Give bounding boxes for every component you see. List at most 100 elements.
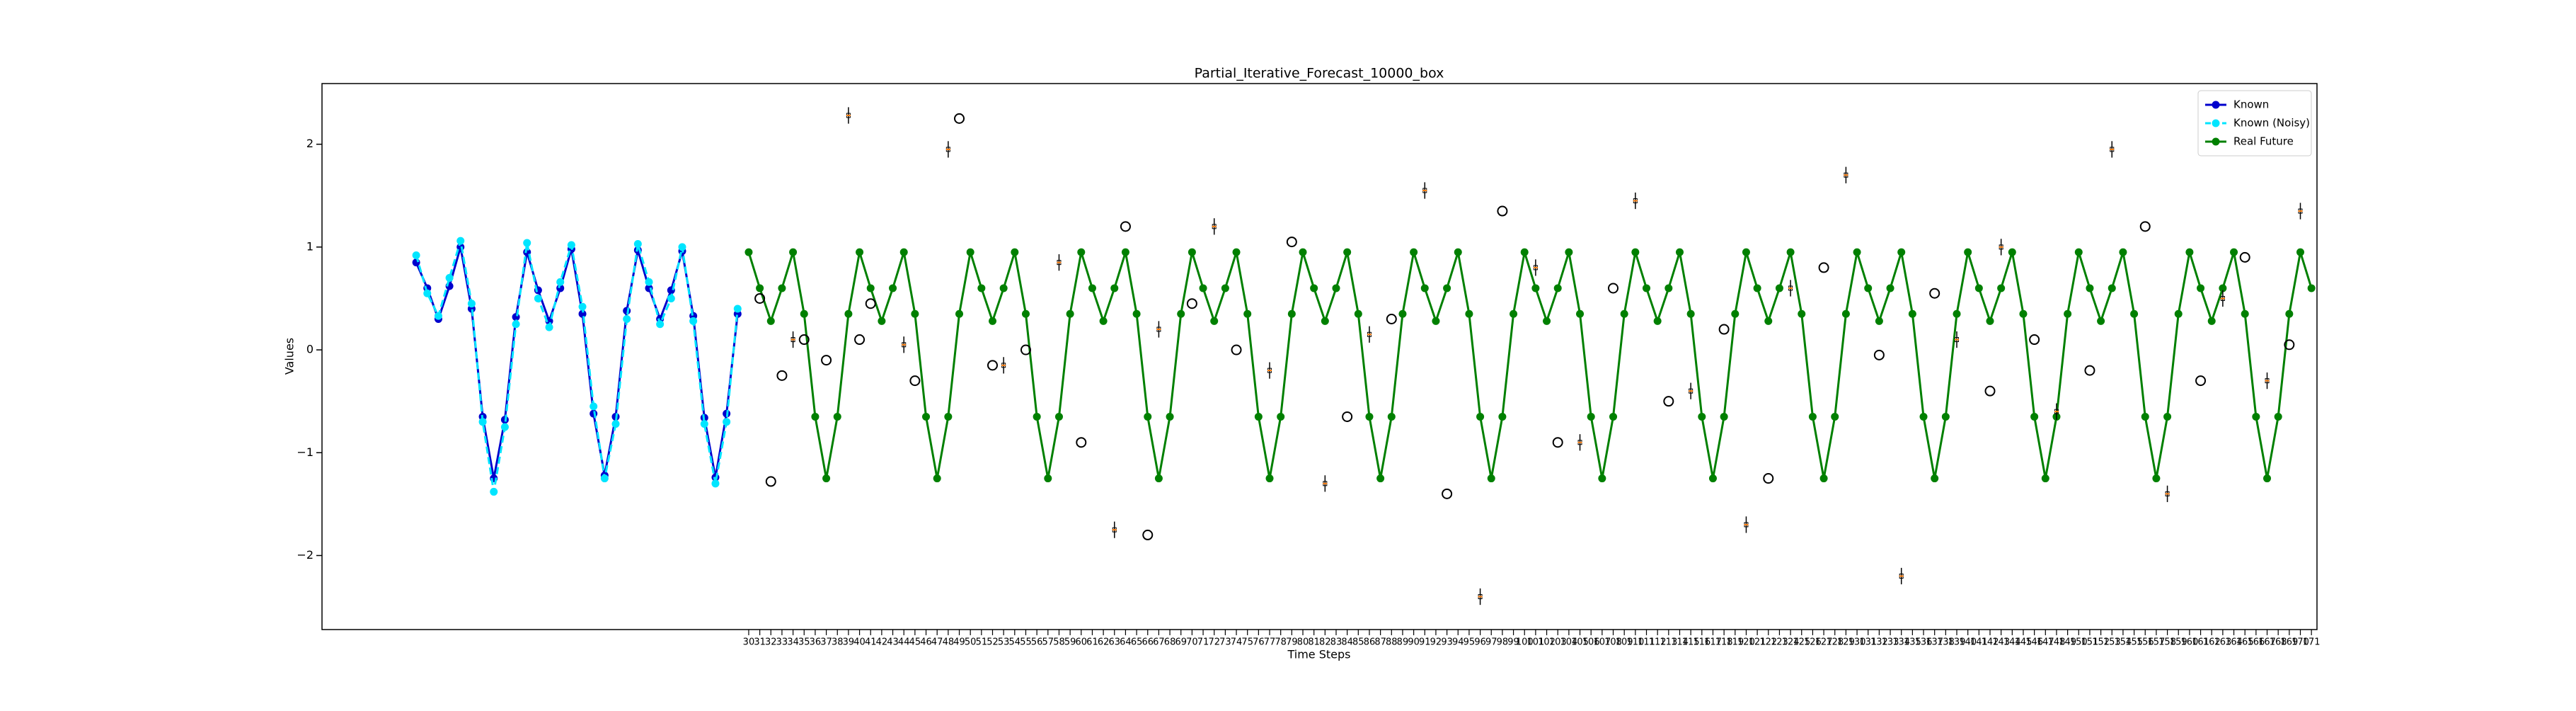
series-marker: [623, 315, 631, 324]
series-marker: [2019, 309, 2028, 318]
x-tick-label: 108: [1604, 637, 1622, 648]
x-tick-label: 56: [1031, 637, 1043, 648]
series-marker: [1919, 412, 1928, 421]
series-marker: [1099, 317, 1108, 325]
x-tick-label: 146: [2025, 637, 2043, 648]
outlier: [1076, 437, 1087, 448]
x-tick-label: 71: [1197, 637, 1209, 648]
series-marker: [2064, 309, 2072, 318]
series-marker: [789, 248, 798, 256]
x-tick-label: 117: [1704, 637, 1722, 648]
series-marker: [645, 278, 653, 286]
series-marker: [1420, 284, 1429, 292]
series-marker: [1620, 309, 1628, 318]
x-tick-label: 139: [1948, 637, 1966, 648]
series-marker: [1831, 412, 1839, 421]
series-marker: [434, 312, 442, 320]
x-tick-label: 130: [1848, 637, 1866, 648]
series-marker: [467, 300, 476, 308]
axes-frame: [321, 83, 2318, 630]
x-tick-label: 76: [1253, 637, 1265, 648]
series-marker: [600, 474, 609, 483]
series-marker: [1931, 474, 1939, 483]
outlier: [2195, 375, 2207, 387]
series-marker: [456, 237, 465, 245]
x-tick-label: 125: [1793, 637, 1810, 648]
x-tick-label: 124: [1782, 637, 1800, 648]
x-tick-label: 62: [1098, 637, 1110, 648]
series-marker: [1121, 248, 1129, 256]
x-tick-label: 168: [2270, 637, 2287, 648]
x-tick-label: 84: [1341, 637, 1353, 648]
x-tick-label: 102: [1538, 637, 1556, 648]
x-tick-label: 43: [887, 637, 899, 648]
x-tick-label: 100: [1516, 637, 1534, 648]
x-tick-label: 170: [2292, 637, 2309, 648]
series-marker: [899, 248, 908, 256]
outlier: [1442, 488, 1453, 499]
x-tick-label: 115: [1682, 637, 1700, 648]
x-tick-label: 48: [943, 637, 955, 648]
x-tick-label: 148: [2048, 637, 2066, 648]
series-marker: [1232, 248, 1241, 256]
series-marker: [711, 479, 720, 488]
x-tick-label: 96: [1474, 637, 1486, 648]
series-marker: [1565, 248, 1573, 256]
x-tick-label: 134: [1892, 637, 1910, 648]
series-marker: [944, 412, 953, 421]
series-marker: [1077, 248, 1086, 256]
outlier: [776, 370, 788, 381]
x-tick-label: 147: [2037, 637, 2054, 648]
x-tick-label: 38: [832, 637, 844, 648]
x-tick-label: 55: [1020, 637, 1032, 648]
x-tick-label: 135: [1904, 637, 1921, 648]
series-marker: [2141, 412, 2149, 421]
x-tick-label: 82: [1319, 637, 1331, 648]
outlier: [909, 375, 921, 387]
outlier: [1608, 283, 1619, 294]
series-marker: [1731, 309, 1740, 318]
series-marker: [778, 284, 786, 292]
series-marker: [1487, 474, 1495, 483]
series-marker: [1875, 317, 1883, 325]
series-line: [415, 240, 739, 492]
x-tick-label: 75: [1241, 637, 1253, 648]
outlier: [2029, 334, 2040, 346]
x-tick-label: 79: [1286, 637, 1298, 648]
series-marker: [1354, 309, 1362, 318]
series-marker: [1498, 412, 1507, 421]
series-marker: [1265, 474, 1274, 483]
series-marker: [1786, 248, 1795, 256]
series-marker: [922, 412, 931, 421]
series-marker: [2174, 309, 2183, 318]
x-tick-label: 65: [1131, 637, 1143, 648]
series-marker: [2296, 248, 2305, 256]
x-tick-label: 145: [2015, 637, 2032, 648]
series-marker: [2274, 412, 2282, 421]
x-tick-label: 95: [1464, 637, 1476, 648]
series-marker: [667, 294, 675, 302]
outlier: [1718, 324, 1730, 335]
x-tick-label: 109: [1616, 637, 1633, 648]
x-tick-label: 133: [1882, 637, 1899, 648]
series-marker: [1531, 284, 1540, 292]
series-marker: [500, 423, 509, 431]
outlier: [1386, 314, 1397, 325]
x-tick-label: 51: [976, 637, 988, 648]
series-marker: [2030, 412, 2039, 421]
series-marker: [1044, 474, 1052, 483]
chart-title: Partial_Iterative_Forecast_10000_box: [1195, 66, 1444, 81]
outlier: [2139, 221, 2151, 232]
series-marker: [1144, 412, 1152, 421]
series-marker: [1631, 248, 1640, 256]
x-tick-label: 92: [1430, 637, 1442, 648]
x-tick-label: 106: [1582, 637, 1600, 648]
x-tick-label: 137: [1926, 637, 1943, 648]
x-tick-label: 97: [1485, 637, 1497, 648]
outlier: [2084, 365, 2095, 376]
series-marker: [744, 248, 753, 256]
x-tick-label: 68: [1164, 637, 1176, 648]
x-tick-label: 143: [1992, 637, 2010, 648]
x-tick-label: 110: [1626, 637, 1644, 648]
outlier: [1497, 205, 1508, 217]
